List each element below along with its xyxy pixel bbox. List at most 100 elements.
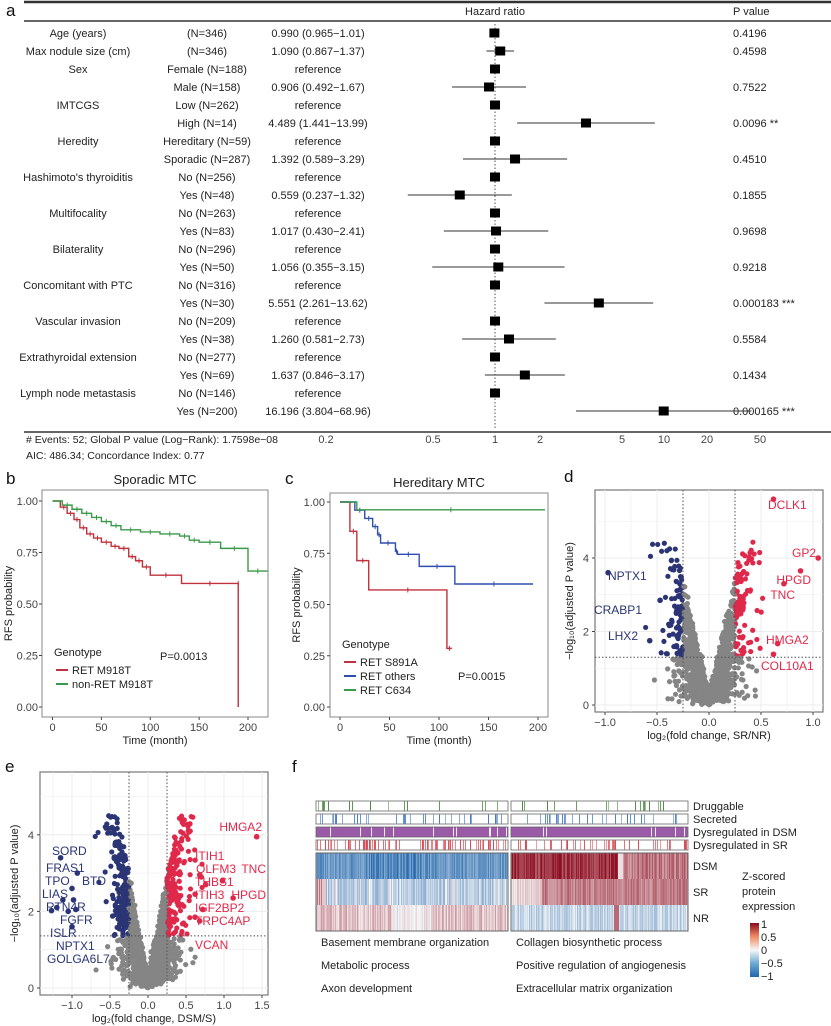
heatmap-cell [537,879,539,905]
ns-point [122,941,128,947]
heatmap-cell [385,905,387,931]
heatmap-cell [457,905,459,931]
heatmap-cell [494,879,496,905]
heatmap-cell [527,879,529,905]
heatmap-cell [441,905,443,931]
ns-point [739,671,745,677]
annotation-mark [561,840,562,850]
annotation-mark [450,840,451,850]
row-level: No (N=209) [178,316,235,328]
annotation-mark [488,814,489,824]
ns-point [163,900,169,906]
up-point [177,869,183,875]
row-hazard-ratio-text: reference [295,172,341,184]
annotation-mark [352,801,353,811]
forest-row: Heredity Hereditary (N=59) reference [58,136,500,148]
heatmap-cell [565,853,567,879]
annotation-mark [575,840,576,850]
heatmap-cell [371,853,373,879]
up-point [741,649,747,655]
legend-item: RET others [360,671,416,683]
heatmap-cell [321,853,323,879]
annotation-mark [613,840,614,850]
ns-point [129,972,135,978]
annotation-mark [368,814,369,824]
heatmap-cell [456,879,458,905]
x-axis-label: Time (month) [407,735,472,747]
down-point [661,638,667,645]
row-level: Hereditary (N=59) [163,136,251,148]
heatmap-cell [353,905,355,931]
heatmap-cell [467,879,469,905]
heatmap-cell [376,853,378,879]
heatmap-cell [473,879,475,905]
ns-point [693,650,700,657]
annotation-mark [602,814,603,824]
heatmap-cell [570,879,572,905]
heatmap-cell [427,853,429,879]
annotation-mark [404,814,405,824]
heatmap-cell [426,853,428,879]
heatmap-cell [496,905,498,931]
heatmap-cell [503,905,505,931]
heatmap-cell [366,879,368,905]
annotation-mark [660,801,661,811]
heatmap-cell [421,905,423,931]
annotation-mark [459,814,460,824]
row-level: Yes (N=48) [180,190,235,202]
annotation-mark [366,840,367,850]
heatmap-cell [568,905,570,931]
heatmap-cell [521,905,523,931]
heatmap-cell [322,879,324,905]
ns-point [713,670,720,677]
heatmap-cell [546,879,548,905]
heatmap-cell [390,879,392,905]
heatmap-cell [452,853,454,879]
heatmap-cell [487,853,489,879]
heatmap-cell [555,879,557,905]
heatmap-cell [505,879,507,905]
ns-point [665,696,671,702]
heatmap-cell [395,905,397,931]
heatmap-cell [573,853,575,879]
row-variable: Sex [69,64,88,76]
x-tick-label: 5 [619,434,625,446]
heatmap-cell [318,853,320,879]
heatmap-cell [317,853,319,879]
heatmap-cell [361,879,363,905]
heatmap-cell [575,905,577,931]
heatmap-cell [320,879,322,905]
up-point [742,622,748,628]
hazard-ratio-box [493,262,504,272]
down-point [119,863,126,869]
ns-point [699,675,705,682]
labeled-point [54,904,60,911]
heatmap-cell [523,905,525,931]
annotation-mark [349,801,350,811]
heatmap-cell [369,853,371,879]
heatmap-cell [413,879,415,905]
hazard-ratio-box [490,100,500,110]
heatmap-cell [498,905,500,931]
heatmap-cell [410,853,412,879]
heatmap-cell [430,879,432,905]
down-point [666,546,673,552]
annotation-mark [410,814,411,824]
forest-row: Multifocality No (N=263) reference [49,208,500,220]
annotation-mark [435,840,436,850]
row-hazard-ratio-text: 16.196 (3.804−68.96) [265,406,371,418]
heatmap-cell [532,853,534,879]
go-term: Basement membrane organization [321,937,489,949]
heatmap-cell [490,879,492,905]
heatmap-cell [529,879,531,905]
heatmap-cell [572,853,574,879]
heatmap-cell [478,905,480,931]
ns-point [682,689,688,696]
gene-label: ITIH3 [195,888,225,902]
heatmap-cell [534,905,536,931]
heatmap-cell [372,905,374,931]
heatmap-cell [436,853,438,879]
heatmap-cell [542,879,544,905]
row-level: No (N=146) [178,388,235,400]
down-point [662,594,669,600]
